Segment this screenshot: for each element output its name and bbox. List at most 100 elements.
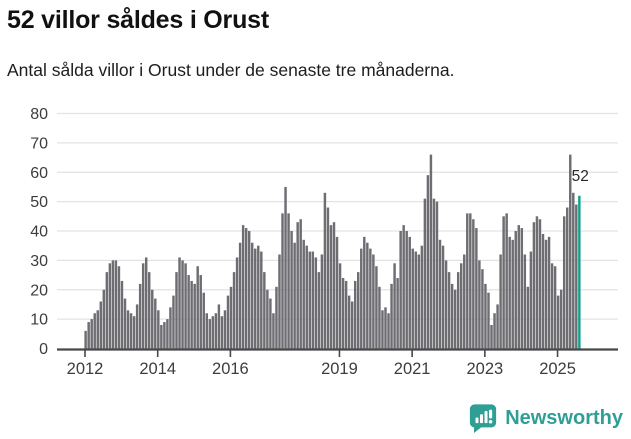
bar (223, 310, 227, 349)
bar (114, 260, 118, 349)
bar (423, 198, 427, 349)
bar (90, 319, 93, 349)
bar (148, 272, 151, 349)
y-axis-tick-label: 0 (39, 341, 48, 358)
bar (535, 216, 539, 349)
y-axis-tick-label: 40 (30, 224, 48, 241)
bar (93, 313, 96, 349)
bar (232, 272, 236, 349)
bar (399, 231, 402, 349)
bar (202, 292, 205, 349)
bar (329, 225, 333, 349)
bar (569, 154, 572, 349)
bar (575, 204, 578, 349)
bar (126, 310, 130, 349)
bar (99, 301, 102, 349)
bar (138, 283, 142, 349)
bar (290, 231, 293, 349)
newsworthy-logo[interactable]: Newsworthy (468, 403, 623, 433)
bar (220, 316, 224, 349)
bar (320, 254, 324, 349)
bar (314, 257, 318, 349)
bar (520, 228, 524, 349)
bar (311, 251, 315, 349)
bar (193, 283, 196, 349)
bar (293, 242, 296, 349)
bar (178, 257, 181, 349)
bar (172, 295, 175, 349)
bar (260, 251, 263, 349)
bar (357, 272, 360, 349)
bar (326, 207, 330, 349)
y-axis-tick-label: 20 (30, 282, 48, 299)
bar (269, 298, 272, 349)
bar (384, 307, 387, 349)
chart-subtitle: Antal sålda villor i Orust under de sena… (7, 60, 455, 80)
bar (347, 295, 351, 349)
bar (566, 207, 569, 349)
bar (469, 213, 472, 349)
bar (411, 248, 414, 349)
bar (438, 239, 442, 349)
bar (481, 269, 484, 349)
y-axis-tick-label: 30 (30, 253, 48, 270)
x-axis-tick-label: 2025 (539, 360, 576, 378)
bar (117, 266, 121, 349)
bar (420, 245, 424, 349)
bar (360, 248, 363, 349)
bar (187, 275, 190, 349)
bar (196, 266, 199, 349)
bar (508, 236, 511, 349)
bar (344, 280, 348, 349)
bar (375, 266, 378, 349)
bar (272, 313, 275, 349)
bar (111, 260, 115, 349)
y-axis-tick-label: 10 (30, 312, 48, 329)
bar (572, 192, 575, 349)
bar (390, 283, 393, 349)
bar (132, 316, 136, 349)
bar (556, 295, 560, 349)
bar (102, 289, 106, 349)
bar (87, 322, 90, 349)
bar (532, 222, 536, 349)
bar (541, 233, 545, 349)
last-value-annotation: 52 (572, 168, 589, 185)
bar (305, 245, 308, 349)
bar (338, 263, 342, 349)
bar (241, 225, 245, 349)
bar (372, 254, 375, 349)
bar (157, 310, 160, 349)
bar (396, 278, 399, 349)
bar (135, 304, 139, 349)
bar (123, 298, 127, 349)
bar (432, 198, 436, 349)
bar (341, 278, 345, 349)
bar (381, 310, 384, 349)
bar (84, 330, 87, 349)
bar (544, 239, 548, 349)
bar (96, 310, 99, 349)
bar (181, 260, 184, 349)
bar (408, 236, 411, 349)
bar (190, 280, 193, 349)
bar (393, 263, 396, 349)
bar (493, 313, 496, 349)
bar (429, 154, 433, 349)
bar (475, 228, 478, 349)
bar (281, 213, 284, 349)
bar (350, 301, 354, 349)
bar (154, 298, 157, 349)
bar (514, 231, 517, 349)
bar (278, 254, 281, 349)
bar (366, 242, 369, 349)
bar (435, 201, 439, 349)
bar (444, 260, 448, 349)
highlighted-bar (578, 195, 581, 349)
bar (175, 272, 178, 349)
bar (205, 313, 209, 349)
bar (296, 222, 299, 349)
bar (505, 213, 508, 349)
bar (529, 251, 533, 349)
